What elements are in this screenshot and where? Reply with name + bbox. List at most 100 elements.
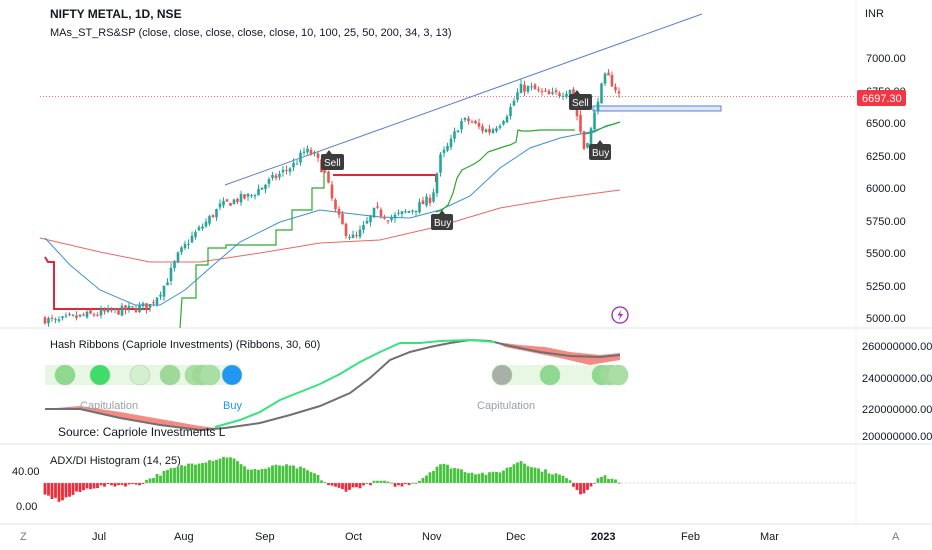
adx-bar (194, 464, 197, 483)
price-tick: 6000.00 (866, 183, 906, 195)
hash-ribbons-pane[interactable] (45, 338, 629, 432)
signal-sell-1: Sell (321, 150, 344, 170)
adx-bar (120, 483, 124, 485)
adx-bar (306, 470, 309, 483)
main-pane[interactable] (39, 13, 856, 329)
candle-body (309, 149, 313, 155)
zoom-left-button[interactable]: Z (20, 531, 27, 543)
adx-bar (204, 462, 208, 483)
capitulation-label-2: Capitulation (477, 400, 535, 412)
currency-label: INR (865, 8, 884, 20)
candle-body (425, 196, 428, 206)
adx-bar (264, 468, 267, 483)
adx-bar (411, 482, 414, 484)
candle-body (211, 215, 215, 218)
adx-bar (190, 463, 194, 483)
adx-bar (589, 483, 593, 487)
adx-bar (519, 461, 523, 483)
adx-bar (470, 472, 474, 483)
candle-body (547, 90, 551, 95)
candle-body (519, 83, 523, 94)
adx-bar (554, 473, 558, 483)
time-label: Dec (506, 531, 526, 543)
candle-body (243, 194, 246, 199)
adx-bar (78, 483, 82, 492)
adx-histogram-pane[interactable] (43, 456, 856, 502)
time-label: Mar (760, 531, 779, 543)
candle-body (201, 226, 204, 229)
candle-body (533, 84, 537, 90)
supertrend-up-line (179, 164, 332, 329)
adx-bar (491, 471, 495, 483)
adx-bar (288, 465, 292, 483)
adx-bar (537, 468, 540, 483)
candle-body (488, 128, 491, 133)
adx-bar (446, 464, 449, 483)
adx-bar (610, 478, 614, 483)
adx-bar (579, 483, 582, 495)
candle-body (481, 126, 484, 131)
candle-body (117, 308, 120, 315)
adx-bar (110, 483, 113, 486)
adx-bar (218, 458, 222, 483)
adx-bar (495, 471, 498, 483)
flash-icon[interactable] (611, 306, 629, 324)
adx-bar (257, 469, 260, 483)
candle-body (411, 210, 414, 212)
candle-body (526, 86, 530, 92)
adx-bar (383, 480, 386, 483)
candle-body (106, 308, 110, 312)
adx-bar (113, 483, 117, 487)
price-tick: 5000.00 (866, 313, 906, 325)
adx-bar (593, 482, 596, 484)
candle-body (414, 210, 418, 213)
adx-bar (533, 467, 537, 483)
adx-bar (453, 468, 456, 483)
candle-body (600, 83, 603, 104)
adx-bar (131, 483, 134, 484)
candle-body (323, 170, 327, 173)
candle-body (397, 212, 400, 214)
adx-bar (64, 483, 68, 498)
hash-tick: 240000000.00 (862, 373, 932, 385)
hash-axis[interactable]: 260000000.00 240000000.00 220000000.00 2… (862, 341, 932, 443)
adx-bar (162, 470, 166, 483)
candle-body (50, 317, 54, 319)
adx-tick-0: 0.00 (16, 501, 37, 513)
candle-body (316, 153, 320, 158)
candle-body (523, 84, 526, 92)
candle-body (516, 92, 519, 100)
candle-body (166, 282, 169, 286)
time-axis[interactable]: Jul Aug Sep Oct Nov Dec 2023 Feb Mar (92, 531, 779, 543)
adx-bar (89, 483, 92, 490)
adx-bar (260, 468, 264, 483)
candle-body (173, 261, 176, 269)
sell-arrow (326, 150, 332, 154)
candle-body (78, 314, 82, 317)
candle-body (467, 118, 470, 122)
candle-body (215, 208, 218, 218)
adx-bar (103, 483, 106, 487)
capitulation-dot (539, 364, 561, 386)
adx-bar (295, 468, 299, 483)
time-label: Nov (422, 531, 442, 543)
adx-bar (418, 480, 421, 483)
adx-bar (425, 475, 428, 483)
adx-bar (439, 464, 442, 483)
adx-bar (152, 478, 155, 483)
candle-body (194, 231, 197, 238)
candle-body (68, 313, 71, 315)
hash-pane-title: Hash Ribbons (Capriole Investments) (Rib… (50, 339, 320, 351)
candle-body (540, 91, 544, 93)
candle-body (477, 122, 481, 127)
auto-scale-button[interactable]: A (892, 531, 900, 543)
candle-body (183, 243, 187, 249)
adx-bar (225, 457, 229, 483)
candle-body (463, 118, 467, 120)
adx-bar (456, 468, 460, 483)
adx-bar (183, 466, 187, 483)
adx-bar (316, 474, 320, 483)
adx-bar (99, 483, 103, 486)
candle-body (274, 175, 278, 179)
